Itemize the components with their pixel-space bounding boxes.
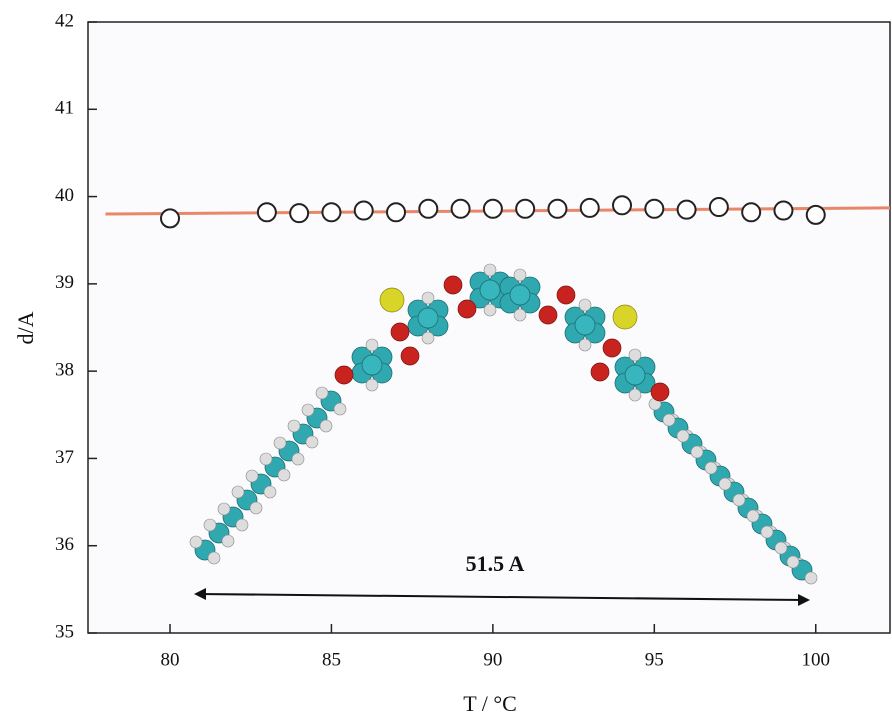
y-tick-label: 39 <box>55 272 74 293</box>
data-point <box>579 197 600 218</box>
x-tick-label: 95 <box>645 649 664 670</box>
x-tick-label: 85 <box>322 649 341 670</box>
x-tick-label: 90 <box>483 649 502 670</box>
data-point <box>160 208 181 229</box>
data-point <box>644 198 665 219</box>
data-point <box>515 198 536 219</box>
y-axis-title: d/A <box>13 311 38 344</box>
data-point <box>773 200 794 221</box>
x-tick-label: 100 <box>801 649 830 670</box>
x-tick-label: 80 <box>161 649 180 670</box>
y-tick-label: 36 <box>55 534 74 555</box>
data-point <box>386 202 407 223</box>
annotation: 51.5 A <box>466 551 525 576</box>
data-point <box>418 198 439 219</box>
data-point <box>676 199 697 220</box>
data-point <box>612 195 633 216</box>
y-tick-label: 37 <box>55 447 74 468</box>
data-point <box>708 197 729 218</box>
data-point <box>805 204 826 225</box>
y-tick-label: 38 <box>55 360 74 381</box>
data-point <box>353 200 374 221</box>
y-tick-label: 42 <box>55 10 74 31</box>
oxygen-atoms <box>334 275 670 402</box>
data-point <box>482 198 503 219</box>
x-axis-title: T / °C <box>463 691 517 716</box>
sulfur-atoms <box>379 287 638 330</box>
data-point <box>321 202 342 223</box>
dimension-arrow <box>194 588 810 606</box>
y-tick-label: 35 <box>55 621 74 642</box>
data-point <box>450 198 471 219</box>
data-point <box>289 203 310 224</box>
y-tick-label: 41 <box>55 98 74 119</box>
data-point <box>256 202 277 223</box>
data-point <box>741 202 762 223</box>
data-point <box>547 198 568 219</box>
molecule <box>189 263 818 585</box>
axis-frame <box>87 21 891 634</box>
y-tick-label: 40 <box>55 185 74 206</box>
